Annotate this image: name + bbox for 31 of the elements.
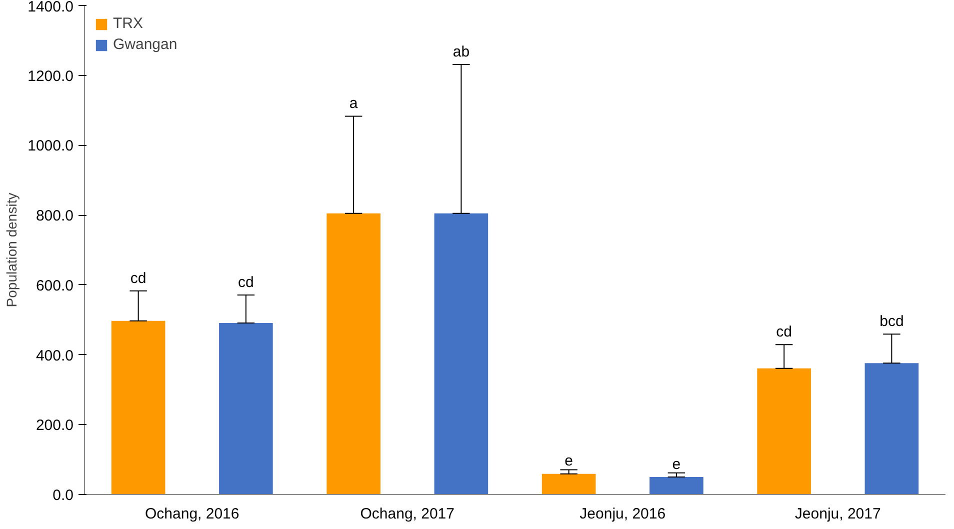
annotation: ab [452, 44, 470, 61]
bar [650, 477, 704, 494]
y-tick-label: 1200.0 [28, 68, 74, 85]
bar [111, 320, 166, 494]
y-tick-label: 200.0 [36, 417, 74, 434]
annotation: e [564, 452, 573, 470]
x-tick-label: Ochang, 2017 [360, 506, 455, 522]
x-tick-label: Jeonju, 2017 [794, 506, 881, 522]
y-tick-label: 1000.0 [28, 138, 74, 155]
annotation: a [349, 95, 358, 112]
annotation: bcd [880, 313, 904, 330]
bar [757, 368, 811, 494]
bar [864, 363, 919, 494]
bar [326, 213, 380, 494]
bar [542, 474, 596, 494]
y-axis-title: Population density [4, 192, 20, 308]
x-tick-label: Ochang, 2016 [145, 506, 240, 522]
legend-label: Gwangan [113, 36, 178, 53]
bar [219, 323, 273, 494]
bar [434, 213, 488, 494]
annotation: cd [130, 270, 146, 287]
x-tick-label: Jeonju, 2016 [580, 506, 666, 522]
y-tick-label: 1400.0 [28, 0, 74, 16]
y-tick-label: 400.0 [36, 347, 74, 364]
y-tick-label: 0.0 [52, 487, 74, 504]
annotation: cd [238, 274, 254, 292]
annotation: cd [776, 324, 792, 341]
y-tick-label: 800.0 [36, 208, 74, 225]
annotation: e [672, 456, 681, 473]
y-tick-label: 600.0 [36, 277, 74, 294]
legend-label: TRX [113, 15, 143, 32]
